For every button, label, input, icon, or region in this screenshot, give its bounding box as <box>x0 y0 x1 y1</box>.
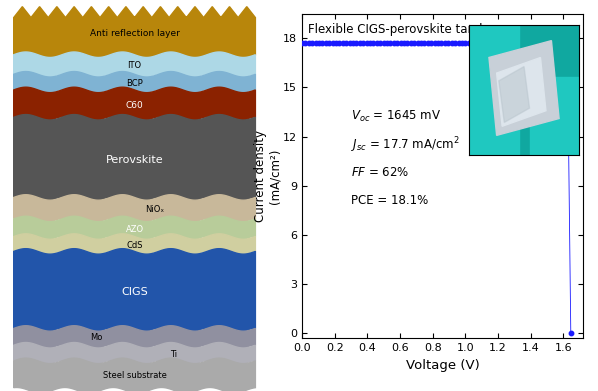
Polygon shape <box>14 216 255 241</box>
Polygon shape <box>14 195 255 224</box>
Text: AZO: AZO <box>126 225 144 235</box>
Text: Steel substrate: Steel substrate <box>103 371 166 380</box>
Text: BCP: BCP <box>126 79 143 88</box>
Text: $J_{sc}$ = 17.7 mA/cm$^2$: $J_{sc}$ = 17.7 mA/cm$^2$ <box>351 135 460 154</box>
Text: $V_{oc}$ = 1645 mV: $V_{oc}$ = 1645 mV <box>351 109 441 124</box>
Polygon shape <box>14 234 255 256</box>
Text: CdS: CdS <box>126 240 143 250</box>
Text: NiOₓ: NiOₓ <box>145 205 164 215</box>
Polygon shape <box>14 7 255 59</box>
Text: CIGS: CIGS <box>121 287 148 298</box>
Text: Perovskite: Perovskite <box>106 154 163 165</box>
Polygon shape <box>14 72 255 95</box>
Polygon shape <box>14 87 255 122</box>
Polygon shape <box>14 249 255 333</box>
Polygon shape <box>14 343 255 366</box>
Text: Flexible CIGS-perovskite tandem: Flexible CIGS-perovskite tandem <box>307 23 501 36</box>
Polygon shape <box>14 326 255 350</box>
X-axis label: Voltage (V): Voltage (V) <box>405 359 480 371</box>
Polygon shape <box>14 358 255 391</box>
Text: C60: C60 <box>126 100 144 110</box>
Text: PCE = 18.1%: PCE = 18.1% <box>351 194 428 207</box>
Text: ITO: ITO <box>127 61 142 70</box>
Text: $\mathit{FF}$ = 62%: $\mathit{FF}$ = 62% <box>351 166 409 179</box>
Polygon shape <box>14 52 255 79</box>
Y-axis label: Current density
(mA/cm²): Current density (mA/cm²) <box>254 130 282 222</box>
Polygon shape <box>14 115 255 202</box>
Text: Mo: Mo <box>90 333 102 343</box>
Text: Ti: Ti <box>170 350 176 359</box>
Text: Anti reflection layer: Anti reflection layer <box>90 29 179 38</box>
